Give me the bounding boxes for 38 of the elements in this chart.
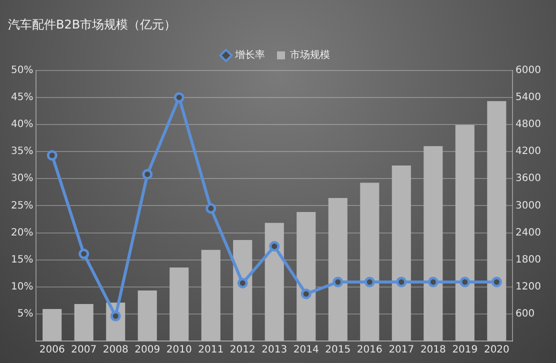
y-tick-label: 45% (10, 92, 34, 104)
y-tick-label: 20% (10, 227, 34, 238)
y2-tick-label: 2400 (516, 227, 542, 238)
y-tick-label: 50% (10, 64, 34, 76)
chart-title: 汽车配件B2B市场规模（亿元） (8, 17, 176, 32)
y-tick-label: 15% (10, 254, 34, 266)
y2-tick-label: 5400 (516, 92, 542, 104)
x-tick-label: 2015 (325, 344, 351, 356)
x-tick-label: 2012 (230, 344, 256, 356)
x-tick-label: 2016 (356, 344, 382, 356)
legend-label: 市场规模 (290, 48, 330, 61)
legend-label: 增长率 (234, 48, 265, 61)
y2-tick-label: 3000 (516, 200, 542, 212)
x-tick-label: 2010 (166, 344, 192, 356)
y2-tick-label: 6000 (516, 64, 542, 76)
y2-tick-label: 1800 (516, 254, 542, 266)
x-tick-label: 2018 (420, 344, 446, 356)
x-tick-label: 2017 (388, 344, 414, 356)
y-tick-label: 35% (10, 146, 34, 158)
x-tick-label: 2014 (293, 344, 319, 356)
x-tick-label: 2019 (452, 344, 478, 356)
x-tick-label: 2013 (262, 344, 288, 356)
y2-tick-label: 4800 (516, 119, 542, 130)
x-tick-label: 2011 (198, 344, 224, 356)
y-tick-label: 5% (17, 308, 34, 320)
x-tick-label: 2009 (134, 344, 160, 356)
x-tick-label: 2006 (39, 344, 65, 356)
y2-tick-label: 600 (516, 308, 535, 320)
y2-tick-label: 4200 (516, 146, 542, 158)
x-tick-label: 2008 (102, 344, 128, 356)
x-tick-label: 2020 (484, 344, 510, 356)
y-tick-label: 40% (10, 119, 34, 130)
y-tick-label: 10% (10, 281, 34, 292)
y2-tick-label: 3600 (516, 173, 542, 184)
y2-tick-label: 1200 (516, 281, 542, 292)
x-tick-label: 2007 (71, 344, 97, 356)
y-tick-label: 30% (10, 173, 34, 184)
y-tick-label: 25% (10, 200, 34, 212)
